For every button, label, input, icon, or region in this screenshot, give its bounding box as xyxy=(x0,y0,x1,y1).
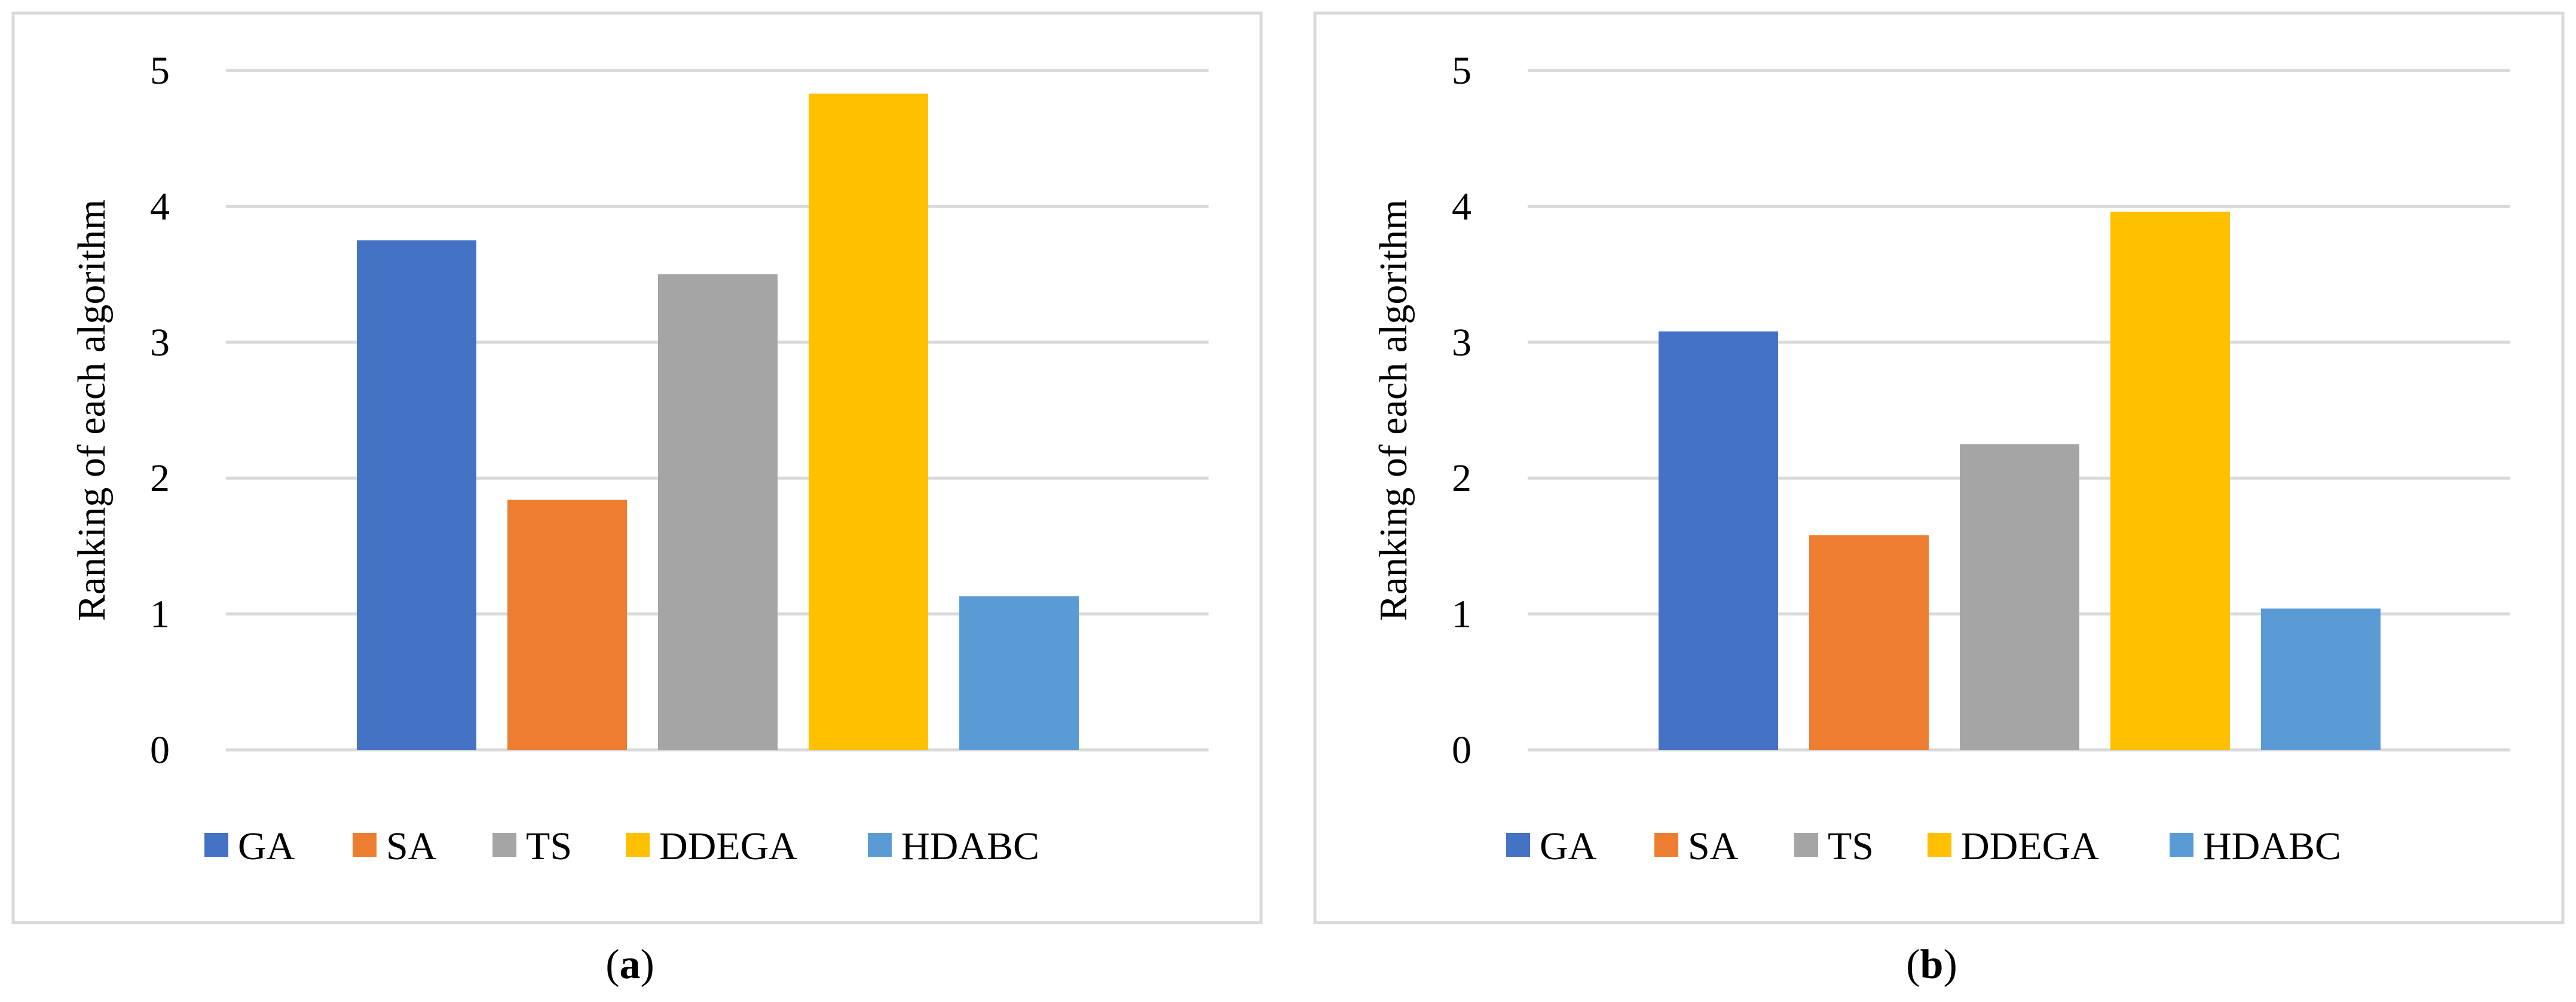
legend-item-hdabc: HDABC xyxy=(868,825,1039,868)
bar-hdabc xyxy=(2261,608,2381,750)
legend-item-ga: GA xyxy=(1506,825,1597,868)
legend-label: HDABC xyxy=(901,825,1039,868)
bar-sa xyxy=(1809,535,1929,750)
y-tick-label: 0 xyxy=(1452,728,1471,772)
chart-frame xyxy=(1313,11,2565,924)
caption-close: ) xyxy=(641,942,654,988)
legend-item-ts: TS xyxy=(1794,825,1874,868)
legend-label: GA xyxy=(1540,825,1597,868)
bar-ga xyxy=(1659,331,1778,750)
y-tick-label: 3 xyxy=(1452,321,1471,364)
legend-label: SA xyxy=(386,825,437,868)
legend-swatch xyxy=(2170,833,2193,857)
legend-swatch xyxy=(626,833,650,857)
legend-item-ddega: DDEGA xyxy=(626,825,797,868)
y-axis-title: Ranking of each algorithm xyxy=(70,200,114,621)
bar-hdabc xyxy=(959,596,1079,750)
legend-swatch xyxy=(492,833,516,857)
y-tick-label: 5 xyxy=(1452,49,1471,93)
legend-label: TS xyxy=(1828,825,1874,868)
y-tick-label: 3 xyxy=(150,321,170,364)
bar-ddega xyxy=(2110,212,2230,750)
y-tick-label: 4 xyxy=(1452,185,1471,228)
legend-swatch xyxy=(1928,833,1951,857)
legend-item-ddega: DDEGA xyxy=(1928,825,2099,868)
legend-swatch xyxy=(1794,833,1818,857)
bar-ts xyxy=(1960,444,2079,750)
legend-swatch xyxy=(204,833,228,857)
caption-open: ( xyxy=(1906,942,1920,988)
legend-item-hdabc: HDABC xyxy=(2170,825,2341,868)
legend-label: DDEGA xyxy=(1961,825,2099,868)
caption-open: ( xyxy=(605,942,619,988)
legend-swatch xyxy=(353,833,377,857)
bar-ddega xyxy=(809,93,928,750)
chart-panel-a: 0 1 2 3 4 5 Ranking of each algorithm GA SA TS DDE… xyxy=(11,11,1263,924)
bar-sa xyxy=(507,500,627,750)
legend-label: DDEGA xyxy=(659,825,797,868)
y-tick-label: 1 xyxy=(150,593,170,636)
y-tick-label: 4 xyxy=(150,185,170,228)
y-tick-label: 1 xyxy=(1452,593,1471,636)
legend-swatch xyxy=(1506,833,1530,857)
legend-item-ts: TS xyxy=(492,825,572,868)
legend-label: HDABC xyxy=(2203,825,2341,868)
legend-label: TS xyxy=(526,825,572,868)
bar-ts xyxy=(658,274,778,750)
chart-frame xyxy=(11,11,1263,924)
panel-caption: (a) xyxy=(605,942,654,988)
y-axis-title: Ranking of each algorithm xyxy=(1372,200,1415,621)
caption-close: ) xyxy=(1943,942,1957,988)
legend-swatch xyxy=(1654,833,1678,857)
chart-panel-b: 0 1 2 3 4 5 Ranking of each algorithm GA SA TS DDE… xyxy=(1313,11,2565,924)
caption-letter: b xyxy=(1920,942,1944,988)
legend-item-ga: GA xyxy=(204,825,295,868)
legend-label: GA xyxy=(238,825,295,868)
legend-swatch xyxy=(868,833,892,857)
y-tick-label: 2 xyxy=(1452,456,1471,500)
y-tick-label: 2 xyxy=(150,456,170,500)
panel-caption: (b) xyxy=(1906,942,1957,988)
legend-item-sa: SA xyxy=(1654,825,1739,868)
y-tick-label: 5 xyxy=(150,49,170,93)
caption-letter: a xyxy=(620,942,641,988)
y-tick-label: 0 xyxy=(150,728,170,772)
legend-label: SA xyxy=(1688,825,1739,868)
legend-item-sa: SA xyxy=(353,825,437,868)
bar-ga xyxy=(357,240,476,750)
